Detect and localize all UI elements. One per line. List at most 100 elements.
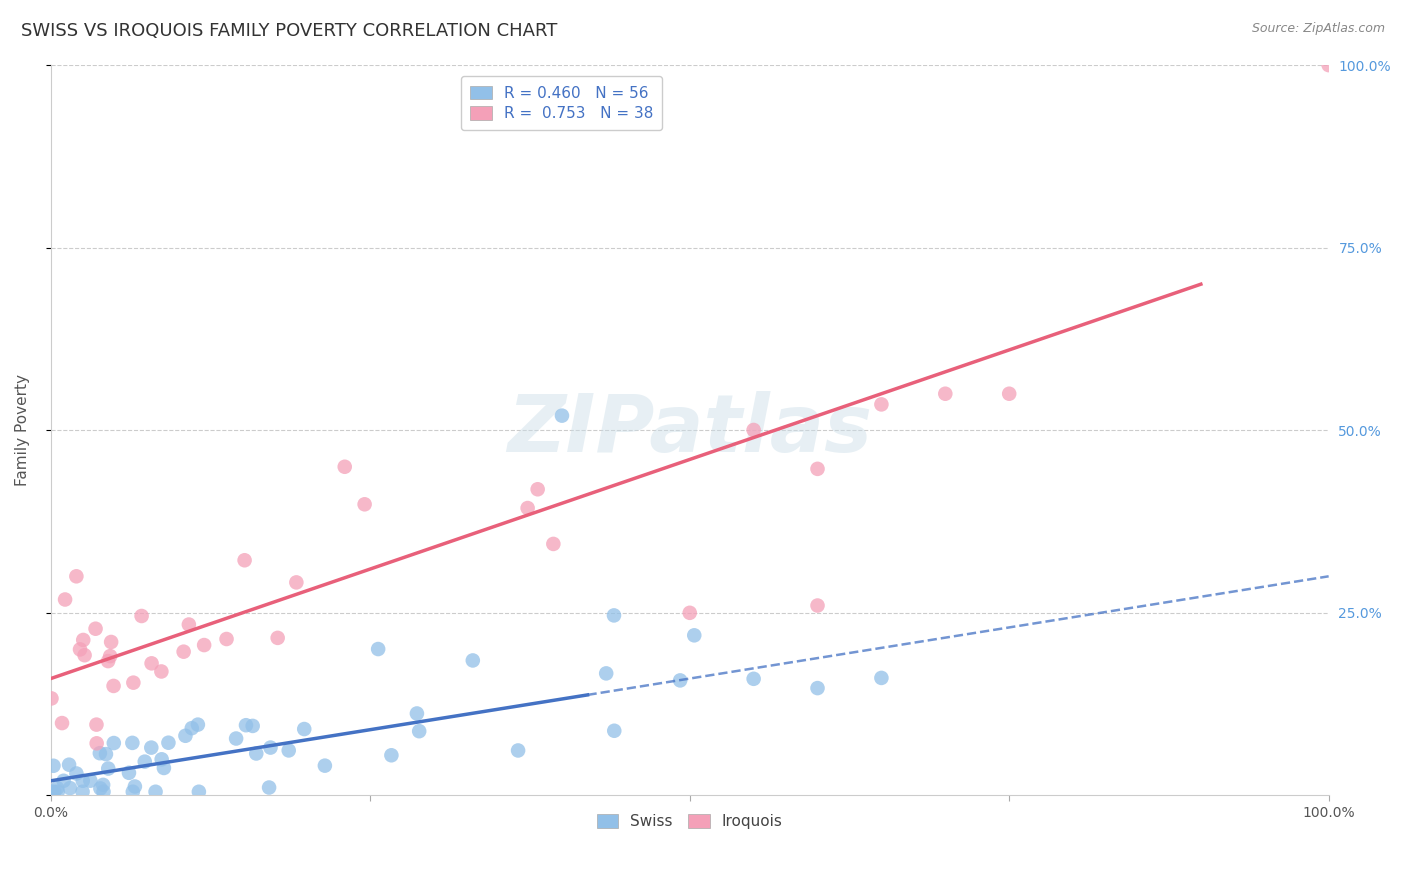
Point <box>742 423 765 437</box>
Point <box>285 575 308 590</box>
Point <box>69 642 91 657</box>
Point <box>53 592 76 607</box>
Point <box>72 785 94 799</box>
Point <box>516 501 538 516</box>
Point <box>266 631 288 645</box>
Point <box>51 716 73 731</box>
Point <box>292 722 315 736</box>
Point <box>333 459 356 474</box>
Point <box>72 632 94 647</box>
Point <box>145 785 167 799</box>
Point <box>367 642 389 657</box>
Point <box>506 743 529 757</box>
Point <box>118 765 141 780</box>
Point <box>461 653 484 667</box>
Point <box>97 762 120 776</box>
Point <box>174 729 197 743</box>
Point <box>121 785 143 799</box>
Point <box>86 717 108 731</box>
Point <box>173 645 195 659</box>
Point <box>233 553 256 567</box>
Point <box>41 691 63 706</box>
Text: SWISS VS IROQUOIS FAMILY POVERTY CORRELATION CHART: SWISS VS IROQUOIS FAMILY POVERTY CORRELA… <box>21 22 557 40</box>
Point <box>141 740 163 755</box>
Point <box>257 780 280 795</box>
Legend: Swiss, Iroquois: Swiss, Iroquois <box>591 808 789 835</box>
Point <box>245 747 267 761</box>
Point <box>215 632 238 646</box>
Point <box>122 675 145 690</box>
Point <box>259 740 281 755</box>
Text: Source: ZipAtlas.com: Source: ZipAtlas.com <box>1251 22 1385 36</box>
Point <box>153 761 176 775</box>
Point <box>380 748 402 763</box>
Point <box>42 785 65 799</box>
Point <box>46 785 69 799</box>
Point <box>225 731 247 746</box>
Y-axis label: Family Poverty: Family Poverty <box>15 375 30 486</box>
Point <box>187 717 209 731</box>
Point <box>97 654 120 668</box>
Point <box>543 537 565 551</box>
Point <box>42 758 65 772</box>
Point <box>595 666 617 681</box>
Point <box>551 409 574 423</box>
Point <box>84 622 107 636</box>
Point <box>100 635 122 649</box>
Point <box>683 628 706 642</box>
Point <box>806 681 828 695</box>
Point <box>103 736 125 750</box>
Point <box>157 736 180 750</box>
Point <box>91 778 114 792</box>
Point <box>150 665 173 679</box>
Point <box>86 736 108 750</box>
Point <box>52 773 75 788</box>
Point <box>177 617 200 632</box>
Point <box>1317 58 1340 72</box>
Point <box>870 397 893 411</box>
Point <box>193 638 215 652</box>
Point <box>65 766 87 780</box>
Point <box>679 606 702 620</box>
Point <box>277 743 299 757</box>
Point <box>742 672 765 686</box>
Point <box>141 657 163 671</box>
Point <box>73 648 96 663</box>
Point <box>121 736 143 750</box>
Point <box>870 671 893 685</box>
Point <box>41 785 63 799</box>
Point <box>59 781 82 796</box>
Point <box>89 781 111 796</box>
Point <box>603 608 626 623</box>
Text: ZIPatlas: ZIPatlas <box>508 392 872 469</box>
Point <box>180 721 202 735</box>
Point <box>103 679 125 693</box>
Point <box>406 706 429 721</box>
Point <box>187 785 209 799</box>
Point <box>124 780 146 794</box>
Point <box>353 497 375 511</box>
Point <box>150 752 173 766</box>
Point <box>408 724 430 739</box>
Point <box>526 482 548 496</box>
Point <box>934 386 956 401</box>
Point <box>806 462 828 476</box>
Point <box>89 746 111 760</box>
Point <box>79 773 101 788</box>
Point <box>65 569 87 583</box>
Point <box>72 773 94 788</box>
Point <box>235 718 257 732</box>
Point <box>314 758 336 772</box>
Point <box>242 719 264 733</box>
Point <box>603 723 626 738</box>
Point <box>94 747 117 761</box>
Point <box>58 757 80 772</box>
Point <box>98 649 121 664</box>
Point <box>46 781 69 796</box>
Point <box>669 673 692 688</box>
Point <box>134 755 156 769</box>
Point <box>93 785 115 799</box>
Point <box>998 386 1021 401</box>
Point <box>131 609 153 624</box>
Point <box>806 599 828 613</box>
